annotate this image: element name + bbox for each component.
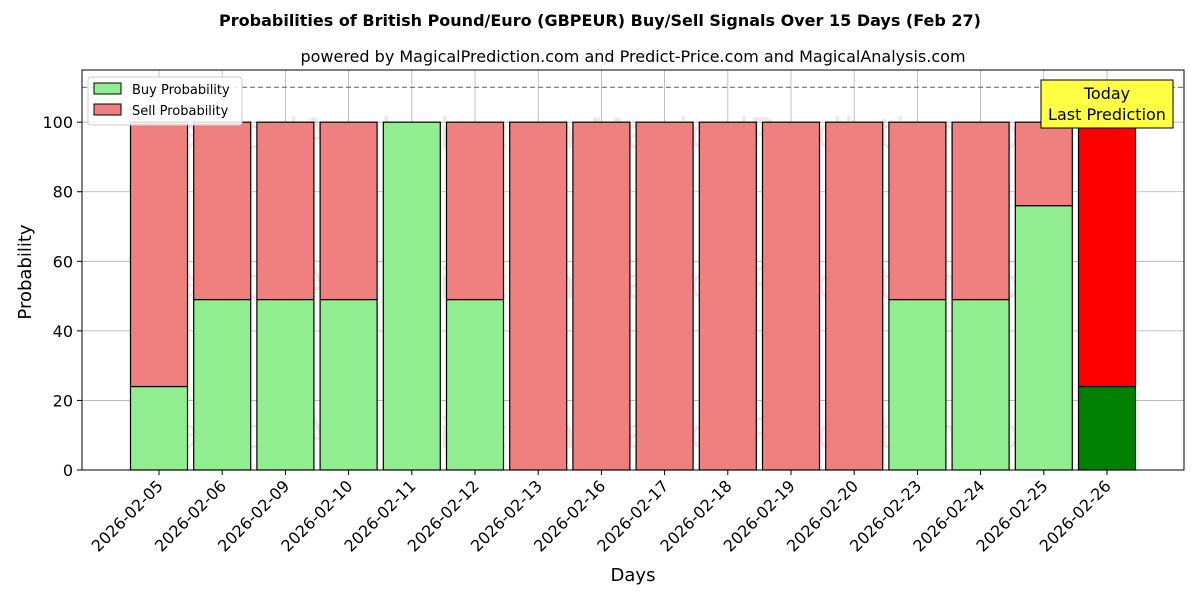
y-tick-label: 40 xyxy=(53,322,73,341)
y-tick-label: 100 xyxy=(42,113,73,132)
sell-bar xyxy=(1014,121,1073,207)
legend-swatch-sell xyxy=(93,103,122,116)
sell-bar xyxy=(698,121,757,471)
buy-bar xyxy=(319,298,378,471)
legend-box xyxy=(87,76,243,126)
buy-bar xyxy=(129,385,189,471)
today-annotation-line1: Today xyxy=(1083,84,1130,103)
sell-bar xyxy=(445,121,505,301)
chart-title: Probabilities of British Pound/Euro (GBP… xyxy=(219,11,981,30)
buy-bar xyxy=(256,298,315,471)
buy-bar xyxy=(888,298,947,471)
sell-bar xyxy=(635,121,694,471)
plot-frame xyxy=(81,69,1185,471)
chart-subtitle: powered by MagicalPrediction.com and Pre… xyxy=(300,47,965,66)
buy-bar xyxy=(1014,205,1073,471)
buy-bar xyxy=(193,298,252,471)
buy-bar xyxy=(382,121,441,471)
y-tick-label: 60 xyxy=(53,252,73,271)
y-tick-label: 0 xyxy=(63,461,73,480)
sell-bar xyxy=(888,121,947,301)
sell-bar xyxy=(1077,121,1137,388)
sell-bar xyxy=(193,121,252,301)
buy-bar xyxy=(951,298,1010,471)
sell-bar xyxy=(572,121,631,471)
x-axis-label: Days xyxy=(611,565,656,586)
buy-bar xyxy=(445,298,505,471)
plot-area: MagicalAnalysis.com MagicalPrediction.co… xyxy=(42,69,1185,556)
sell-bar xyxy=(129,121,189,388)
today-annotation-box xyxy=(1040,79,1174,129)
y-tick-label: 20 xyxy=(53,391,73,410)
sell-bar xyxy=(256,121,315,301)
sell-bar xyxy=(761,121,821,471)
sell-bar xyxy=(319,121,378,301)
y-axis-label: Probability xyxy=(15,224,36,319)
sell-bar xyxy=(825,121,884,471)
y-tick-label: 80 xyxy=(53,183,73,202)
legend-swatch-buy xyxy=(93,82,122,95)
sell-bar xyxy=(509,121,568,471)
buy-bar xyxy=(1077,385,1137,471)
sell-bar xyxy=(951,121,1010,301)
legend-label-sell: Sell Probability xyxy=(132,104,229,119)
today-annotation-line2: Last Prediction xyxy=(1048,105,1166,124)
legend-label-buy: Buy Probability xyxy=(132,83,230,98)
